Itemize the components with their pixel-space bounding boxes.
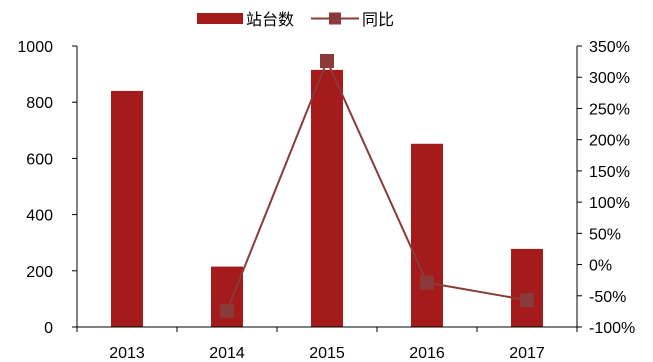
x-tick-label: 2015 xyxy=(309,345,345,362)
legend-bar-label: 站台数 xyxy=(246,10,294,29)
x-tick-label: 2013 xyxy=(109,345,145,362)
right-tick-label: 300% xyxy=(589,70,630,87)
yoy-point-2015 xyxy=(320,53,334,68)
right-tick-label: 0% xyxy=(589,258,612,275)
right-tick-label: -100% xyxy=(589,320,635,337)
right-tick-label: 100% xyxy=(589,195,630,212)
right-tick-label: 250% xyxy=(589,101,630,118)
x-tick-label: 2017 xyxy=(509,345,545,362)
legend: 站台数 同比 xyxy=(197,10,394,29)
left-tick-label: 400 xyxy=(26,208,53,225)
right-tick-label: 350% xyxy=(589,39,630,56)
left-tick-label: 200 xyxy=(26,264,53,281)
plot-area: 0 200 400 600 800 1000 -100% -50% 0% 50% 100% 150% 2… xyxy=(17,39,635,362)
right-tick-label: 200% xyxy=(589,133,630,150)
legend-line-marker xyxy=(329,12,341,25)
yoy-line xyxy=(226,58,528,312)
bar-2016 xyxy=(411,143,443,327)
left-tick-label: 800 xyxy=(26,95,53,112)
yoy-point-2014 xyxy=(220,303,234,318)
bar-2014 xyxy=(211,266,243,327)
x-tick-label: 2016 xyxy=(409,345,445,362)
left-tick-label: 600 xyxy=(26,151,53,168)
x-tick-label: 2014 xyxy=(209,345,245,362)
right-tick-label: 50% xyxy=(589,226,621,243)
bar-2017 xyxy=(511,248,543,327)
bar-2015 xyxy=(311,69,343,327)
right-tick-label: -50% xyxy=(589,289,626,306)
left-tick-label: 0 xyxy=(44,320,53,337)
legend-bar-swatch xyxy=(197,13,243,24)
yoy-point-2017 xyxy=(520,293,534,308)
right-tick-label: 150% xyxy=(589,164,630,181)
yoy-point-2016 xyxy=(420,275,434,290)
legend-line-label: 同比 xyxy=(362,10,394,29)
left-tick-label: 1000 xyxy=(17,39,53,56)
bar-2013 xyxy=(111,90,143,328)
